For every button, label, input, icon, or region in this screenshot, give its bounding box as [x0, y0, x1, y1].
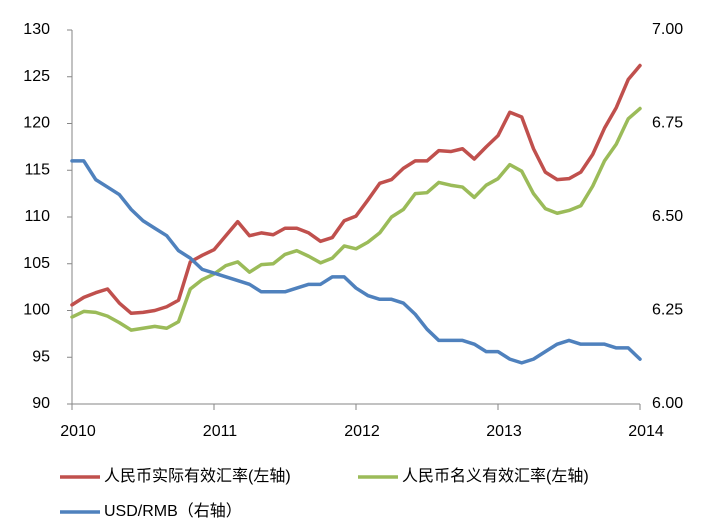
y-tick-label: 100	[23, 302, 50, 319]
x-tick-label: 2011	[203, 423, 238, 440]
x-tick-label: 2014	[628, 423, 664, 440]
legend-label: 人民币实际有效汇率(左轴)	[104, 467, 291, 485]
y-tick-label: 105	[23, 255, 50, 272]
x-tick-label: 2012	[344, 423, 380, 440]
line-series	[70, 106, 642, 332]
y2-tick-label: 7.00	[652, 21, 683, 38]
y-tick-label: 115	[24, 161, 50, 178]
y2-tick-label: 6.75	[652, 115, 683, 132]
y-tick-label: 90	[32, 395, 50, 412]
y-tick-label: 120	[23, 115, 50, 132]
x-tick-label: 2010	[60, 423, 96, 440]
y2-tick-label: 6.25	[652, 302, 683, 319]
legend-label: USD/RMB（右轴）	[104, 502, 242, 520]
x-tick-label: 2013	[486, 423, 522, 440]
y-tick-label: 95	[32, 348, 50, 365]
y2-tick-label: 6.00	[652, 395, 683, 412]
line-series	[70, 159, 642, 365]
legend-label: 人民币名义有效汇率(左轴)	[402, 467, 589, 485]
y-tick-label: 130	[23, 21, 50, 38]
line-series	[70, 63, 642, 316]
y-tick-label: 125	[23, 68, 50, 85]
y-tick-label: 110	[24, 208, 50, 225]
y2-tick-label: 6.50	[652, 208, 683, 225]
